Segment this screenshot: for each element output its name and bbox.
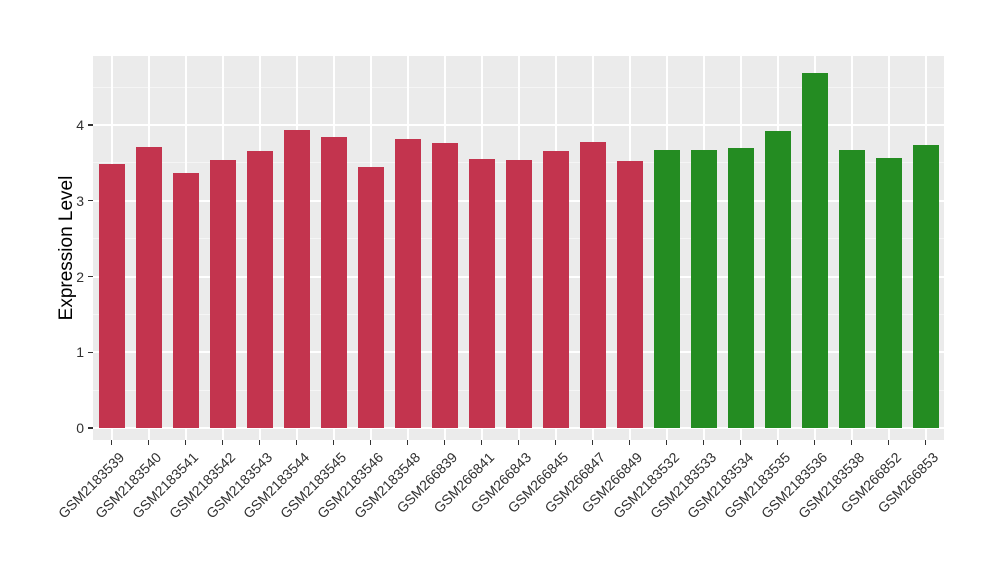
bar-GSM2183533 <box>690 149 717 428</box>
y-tick-label: 3 <box>76 192 84 209</box>
plot-panel <box>93 56 944 440</box>
bar-GSM2183545 <box>320 137 347 428</box>
bar-GSM266853 <box>912 144 939 428</box>
y-tick-label: 2 <box>76 268 84 285</box>
bar-GSM266839 <box>431 143 458 428</box>
x-tick-mark <box>295 440 298 445</box>
bar-GSM266843 <box>505 159 532 428</box>
x-tick-mark <box>554 440 557 445</box>
bar-GSM2183532 <box>653 149 680 428</box>
x-tick-mark <box>147 440 150 445</box>
x-tick-mark <box>110 440 113 445</box>
x-tick-mark <box>480 440 483 445</box>
y-tick-mark <box>88 200 93 202</box>
y-tick-mark <box>88 351 93 353</box>
bar-GSM266852 <box>875 158 902 428</box>
y-tick-mark <box>88 124 93 126</box>
x-tick-mark <box>258 440 261 445</box>
bar-GSM2183542 <box>209 159 236 428</box>
bar-GSM2183541 <box>172 173 199 428</box>
x-tick-mark <box>517 440 520 445</box>
y-tick-mark <box>88 427 93 429</box>
bar-GSM2183534 <box>727 148 754 428</box>
y-tick-label: 4 <box>76 117 84 133</box>
x-tick-mark <box>332 440 335 445</box>
x-tick-mark <box>184 440 187 445</box>
bar-GSM266849 <box>616 161 643 428</box>
x-tick-mark <box>443 440 446 445</box>
bar-GSM2183546 <box>357 167 384 428</box>
x-tick-mark <box>776 440 779 445</box>
bar-GSM2183544 <box>283 130 310 428</box>
bar-GSM2183536 <box>801 73 828 428</box>
x-tick-mark <box>739 440 742 445</box>
x-tick-mark <box>813 440 816 445</box>
x-tick-mark <box>406 440 409 445</box>
y-tick-label: 1 <box>76 344 84 361</box>
bar-GSM266847 <box>579 141 606 428</box>
x-tick-mark <box>628 440 631 445</box>
bar-GSM2183540 <box>135 146 162 428</box>
bar-GSM2183543 <box>246 150 273 428</box>
bar-GSM2183539 <box>98 163 125 428</box>
x-tick-mark <box>924 440 927 445</box>
bar-GSM2183535 <box>764 131 791 428</box>
y-tick-mark <box>88 275 93 278</box>
x-tick-mark <box>850 440 853 445</box>
y-axis-title: Expression Level <box>56 175 77 321</box>
x-tick-mark <box>591 440 594 445</box>
bar-GSM266845 <box>542 150 569 428</box>
y-tick-label: 0 <box>76 420 84 436</box>
x-tick-mark <box>369 440 372 445</box>
bar-GSM2183548 <box>394 138 421 428</box>
bar-GSM2183538 <box>838 149 865 428</box>
x-tick-mark <box>221 440 224 445</box>
x-tick-mark <box>702 440 705 445</box>
x-tick-mark <box>665 440 668 445</box>
bar-GSM266841 <box>468 159 495 428</box>
x-tick-mark <box>887 440 890 445</box>
